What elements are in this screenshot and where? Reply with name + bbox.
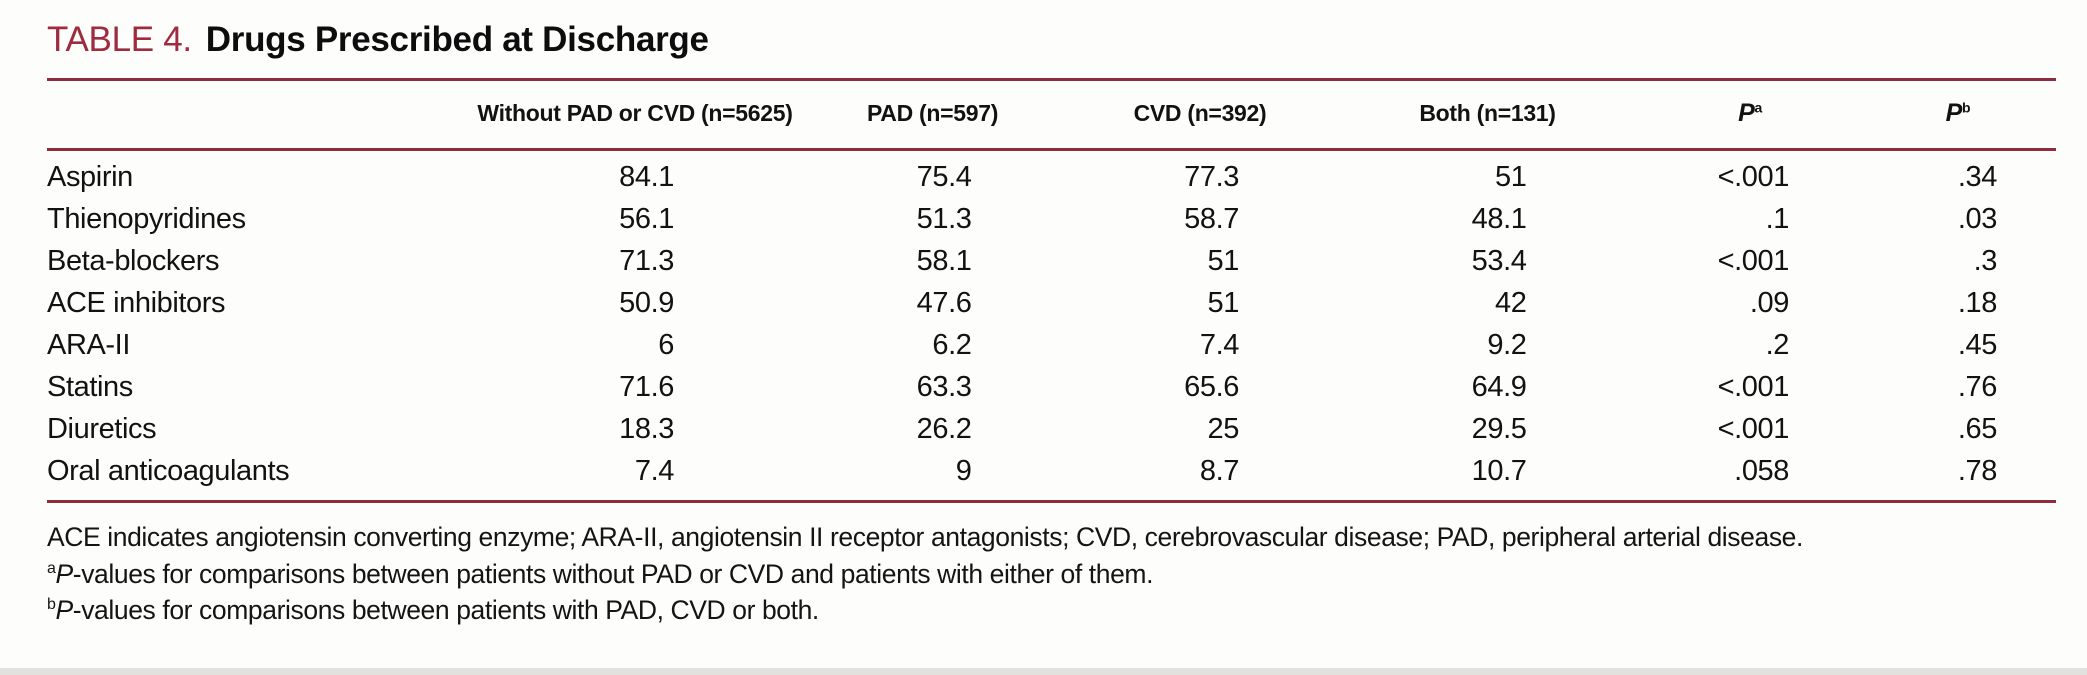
table-row: Oral anticoagulants 7.4 9 8.7 10.7 .058 … (47, 451, 2056, 502)
table-row: Diuretics 18.3 26.2 25 29.5 <.001 .65 (47, 409, 2056, 451)
column-header-p-a: Pa (1640, 80, 1860, 150)
value-cell: 6 (658, 329, 674, 361)
value-cell: 58.7 (1184, 203, 1239, 235)
drug-name-cell: Diuretics (47, 413, 157, 445)
value-cell: 47.6 (916, 287, 972, 319)
footnote-b: bP-values for comparisons between patien… (47, 592, 2056, 629)
p-value-cell: .1 (1765, 203, 1790, 235)
superscript-b: b (1962, 99, 1971, 116)
p-symbol: P (55, 558, 74, 589)
table-row: ARA-II 6 6.2 7.4 9.2 .2 .45 (47, 325, 2056, 367)
value-cell: 7.4 (1199, 329, 1240, 361)
column-header-both: Both (n=131) (1419, 100, 1556, 126)
p-value-cell: .18 (1957, 287, 1998, 319)
value-cell: 51 (1495, 161, 1527, 193)
p-symbol: P (1945, 99, 1963, 127)
value-cell: 6.2 (932, 329, 972, 361)
value-cell: 51.3 (916, 203, 972, 235)
table-header: Without PAD or CVD (n=5625) PAD (n=597) … (47, 80, 2056, 150)
value-cell: 84.1 (619, 161, 674, 193)
value-cell: 42 (1495, 287, 1527, 319)
value-cell: 25 (1207, 413, 1240, 445)
value-cell: 10.7 (1471, 455, 1527, 487)
p-symbol: P (55, 595, 74, 626)
column-header-p-b: Pb (1860, 80, 2056, 150)
table-number-label: TABLE 4. (47, 20, 192, 59)
value-cell: 71.6 (619, 371, 674, 403)
column-header-empty (47, 80, 470, 150)
column-header-cvd: CVD (n=392) (1133, 100, 1267, 126)
p-value-cell: <.001 (1717, 245, 1790, 277)
drug-name-cell: Oral anticoagulants (47, 455, 290, 487)
page-edge-divider (0, 668, 2087, 675)
value-cell: 51 (1207, 287, 1240, 319)
p-value-cell: .34 (1957, 161, 1998, 193)
value-cell: 64.9 (1471, 371, 1527, 403)
table-footnotes: ACE indicates angiotensin converting enz… (47, 519, 2056, 629)
value-cell: 58.1 (916, 245, 972, 277)
value-cell: 48.1 (1471, 203, 1527, 235)
table-row: ACE inhibitors 50.9 47.6 51 42 .09 .18 (47, 283, 2056, 325)
drug-name-cell: Beta-blockers (47, 245, 220, 277)
table-row: Aspirin 84.1 75.4 77.3 51 <.001 .34 (47, 150, 2056, 200)
p-value-cell: .03 (1957, 203, 1998, 235)
p-symbol: P (1738, 99, 1755, 127)
table-row: Thienopyridines 56.1 51.3 58.7 48.1 .1 .… (47, 199, 2056, 241)
value-cell: 8.7 (1199, 455, 1240, 487)
p-value-cell: .09 (1749, 287, 1790, 319)
value-cell: 51 (1207, 245, 1240, 277)
drugs-table: Without PAD or CVD (n=5625) PAD (n=597) … (47, 78, 2056, 503)
footnote-b-text: -values for comparisons between patients… (72, 595, 820, 626)
p-value-cell: .65 (1957, 413, 1998, 445)
p-value-cell: <.001 (1717, 413, 1790, 445)
p-value-cell: .45 (1957, 329, 1998, 361)
value-cell: 29.5 (1471, 413, 1527, 445)
p-value-cell: .76 (1957, 371, 1998, 403)
p-value-cell: <.001 (1717, 161, 1790, 193)
value-cell: 53.4 (1471, 245, 1527, 277)
value-cell: 77.3 (1184, 161, 1239, 193)
value-cell: 56.1 (619, 203, 674, 235)
column-header-without-pad-cvd: Without PAD or CVD (n=5625) (477, 100, 793, 126)
drug-name-cell: Statins (47, 371, 133, 403)
value-cell: 71.3 (619, 245, 674, 277)
value-cell: 9.2 (1487, 329, 1527, 361)
p-value-cell: .78 (1957, 455, 1998, 487)
header-row: Without PAD or CVD (n=5625) PAD (n=597) … (47, 80, 2056, 150)
value-cell: 9 (955, 455, 972, 487)
superscript-a: a (1754, 99, 1762, 116)
footnote-abbreviations: ACE indicates angiotensin converting enz… (47, 522, 1803, 552)
p-value-cell: .058 (1734, 455, 1789, 487)
footnote-b-marker: b (47, 596, 56, 614)
table-title-text: Drugs Prescribed at Discharge (205, 20, 709, 59)
table-title: TABLE 4. Drugs Prescribed at Discharge (47, 20, 2056, 60)
value-cell: 75.4 (916, 161, 972, 193)
drug-name-cell: Thienopyridines (47, 203, 246, 235)
column-header-pad: PAD (n=597) (866, 100, 999, 126)
table-row: Beta-blockers 71.3 58.1 51 53.4 <.001 .3 (47, 241, 2056, 283)
value-cell: 65.6 (1184, 371, 1239, 403)
value-cell: 50.9 (619, 287, 674, 319)
footnote-a: aP-values for comparisons between patien… (47, 556, 2056, 593)
drug-name-cell: ARA-II (47, 329, 130, 361)
p-value-cell: .3 (1973, 245, 1998, 277)
p-value-cell: <.001 (1717, 371, 1790, 403)
p-value-cell: .2 (1765, 329, 1790, 361)
value-cell: 26.2 (916, 413, 972, 445)
footnote-a-text: -values for comparisons between patients… (72, 558, 1154, 589)
value-cell: 63.3 (916, 371, 972, 403)
footnote-a-marker: a (47, 559, 56, 577)
table-body: Aspirin 84.1 75.4 77.3 51 <.001 .34 Thie… (47, 150, 2056, 502)
table-row: Statins 71.6 63.3 65.6 64.9 <.001 .76 (47, 367, 2056, 409)
value-cell: 18.3 (619, 413, 674, 445)
value-cell: 7.4 (634, 455, 675, 487)
drug-name-cell: ACE inhibitors (47, 287, 226, 319)
drug-name-cell: Aspirin (47, 161, 133, 193)
